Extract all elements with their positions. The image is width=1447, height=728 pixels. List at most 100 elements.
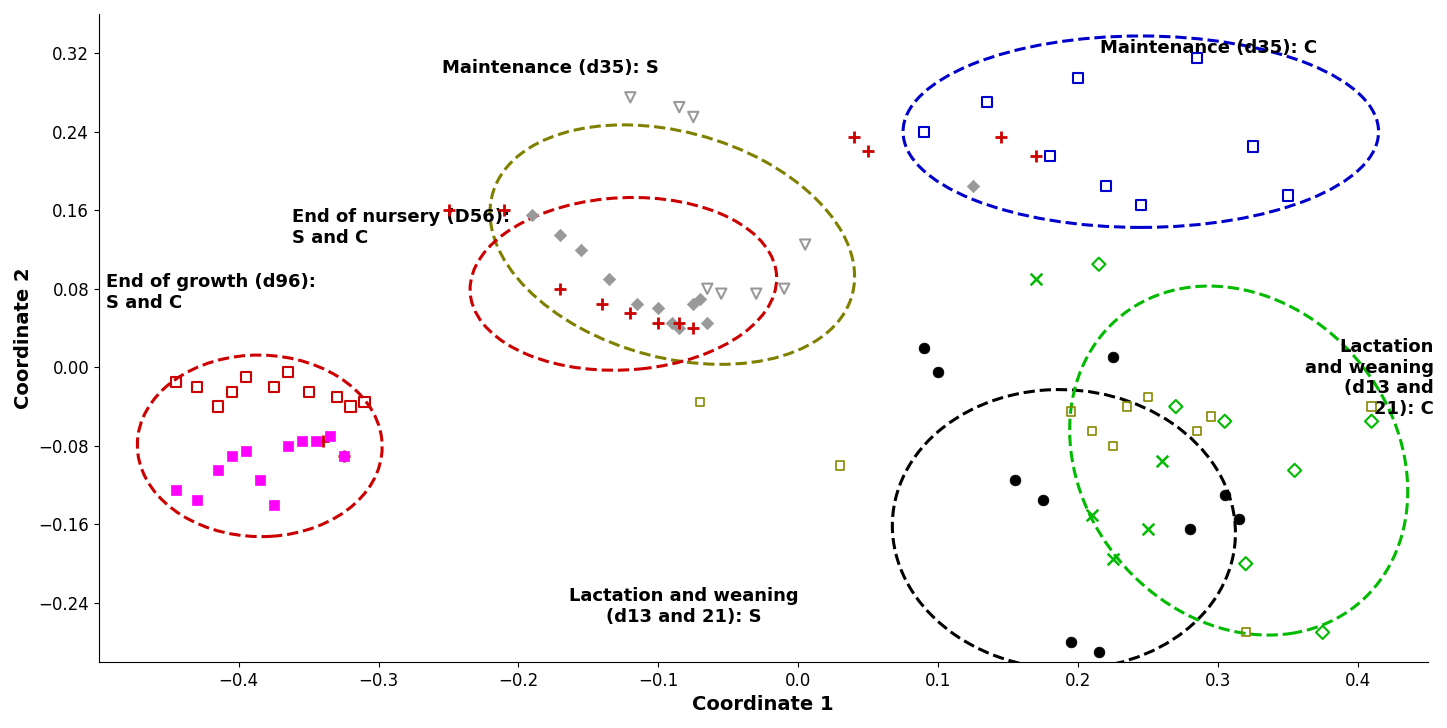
Point	[647, 317, 670, 329]
Point	[661, 317, 684, 329]
Point	[647, 303, 670, 314]
Point	[353, 396, 376, 408]
Point	[1185, 425, 1208, 437]
Point	[165, 484, 188, 496]
Point	[625, 298, 648, 309]
Point	[1024, 273, 1048, 285]
Point	[709, 288, 732, 299]
Point	[1276, 190, 1299, 202]
Point	[793, 239, 816, 250]
Text: Maintenance (d35): S: Maintenance (d35): S	[443, 59, 658, 77]
Point	[1283, 464, 1307, 476]
Point	[1227, 514, 1250, 526]
Text: End of nursery (D56):
S and C: End of nursery (D56): S and C	[291, 208, 509, 247]
Point	[297, 386, 320, 397]
Point	[1136, 391, 1159, 403]
Point	[1150, 455, 1174, 467]
Point	[1101, 553, 1124, 565]
Point	[667, 101, 690, 113]
Point	[696, 317, 719, 329]
Point	[1101, 440, 1124, 451]
Text: Lactation and weaning
(d13 and 21): S: Lactation and weaning (d13 and 21): S	[569, 587, 799, 626]
Point	[1039, 151, 1062, 162]
Point	[548, 229, 572, 240]
Point	[913, 342, 936, 354]
Point	[249, 475, 272, 486]
Y-axis label: Coordinate 2: Coordinate 2	[14, 267, 33, 408]
Point	[829, 459, 852, 471]
Point	[1213, 489, 1236, 501]
Point	[276, 366, 300, 378]
Point	[331, 450, 355, 462]
Point	[667, 323, 690, 334]
Point	[1116, 400, 1139, 412]
Point	[185, 381, 208, 393]
Point	[1032, 494, 1055, 506]
Point	[990, 131, 1013, 143]
Point	[234, 445, 258, 456]
Point	[619, 92, 642, 103]
X-axis label: Coordinate 1: Coordinate 1	[693, 695, 833, 714]
Point	[1178, 523, 1201, 535]
Point	[1059, 636, 1082, 648]
Point	[682, 298, 705, 309]
Point	[745, 288, 768, 299]
Point	[1059, 405, 1082, 417]
Point	[234, 371, 258, 383]
Point	[185, 494, 208, 506]
Point	[521, 210, 544, 221]
Point	[331, 450, 355, 462]
Point	[696, 283, 719, 295]
Point	[689, 396, 712, 408]
Text: End of growth (d96):
S and C: End of growth (d96): S and C	[106, 273, 315, 312]
Point	[291, 435, 314, 447]
Point	[1081, 509, 1104, 521]
Point	[1165, 400, 1188, 412]
Point	[339, 400, 362, 412]
Point	[262, 381, 285, 393]
Point	[570, 244, 593, 256]
Point	[926, 366, 949, 378]
Point	[1087, 646, 1110, 658]
Point	[1234, 558, 1257, 569]
Point	[1311, 627, 1334, 638]
Point	[548, 283, 572, 295]
Point	[1024, 151, 1048, 162]
Text: Maintenance (d35): C: Maintenance (d35): C	[1100, 39, 1317, 57]
Point	[262, 499, 285, 510]
Point	[437, 205, 460, 216]
Point	[1200, 411, 1223, 422]
Point	[311, 435, 334, 447]
Point	[682, 323, 705, 334]
Point	[1360, 400, 1383, 412]
Point	[1242, 141, 1265, 152]
Point	[1360, 416, 1383, 427]
Point	[961, 180, 984, 191]
Point	[1213, 416, 1236, 427]
Point	[220, 386, 243, 397]
Point	[1129, 199, 1152, 211]
Point	[318, 430, 341, 442]
Point	[1066, 72, 1090, 84]
Point	[913, 126, 936, 138]
Point	[276, 440, 300, 451]
Point	[975, 96, 998, 108]
Point	[207, 400, 230, 412]
Point	[1003, 475, 1026, 486]
Point	[842, 131, 865, 143]
Point	[207, 464, 230, 476]
Point	[590, 298, 614, 309]
Point	[689, 293, 712, 304]
Point	[773, 283, 796, 295]
Point	[493, 205, 517, 216]
Point	[1185, 52, 1208, 64]
Point	[619, 307, 642, 319]
Point	[1087, 258, 1110, 270]
Point	[326, 391, 349, 403]
Point	[220, 450, 243, 462]
Point	[1136, 523, 1159, 535]
Point	[857, 146, 880, 157]
Point	[1101, 352, 1124, 363]
Point	[682, 111, 705, 123]
Point	[1234, 627, 1257, 638]
